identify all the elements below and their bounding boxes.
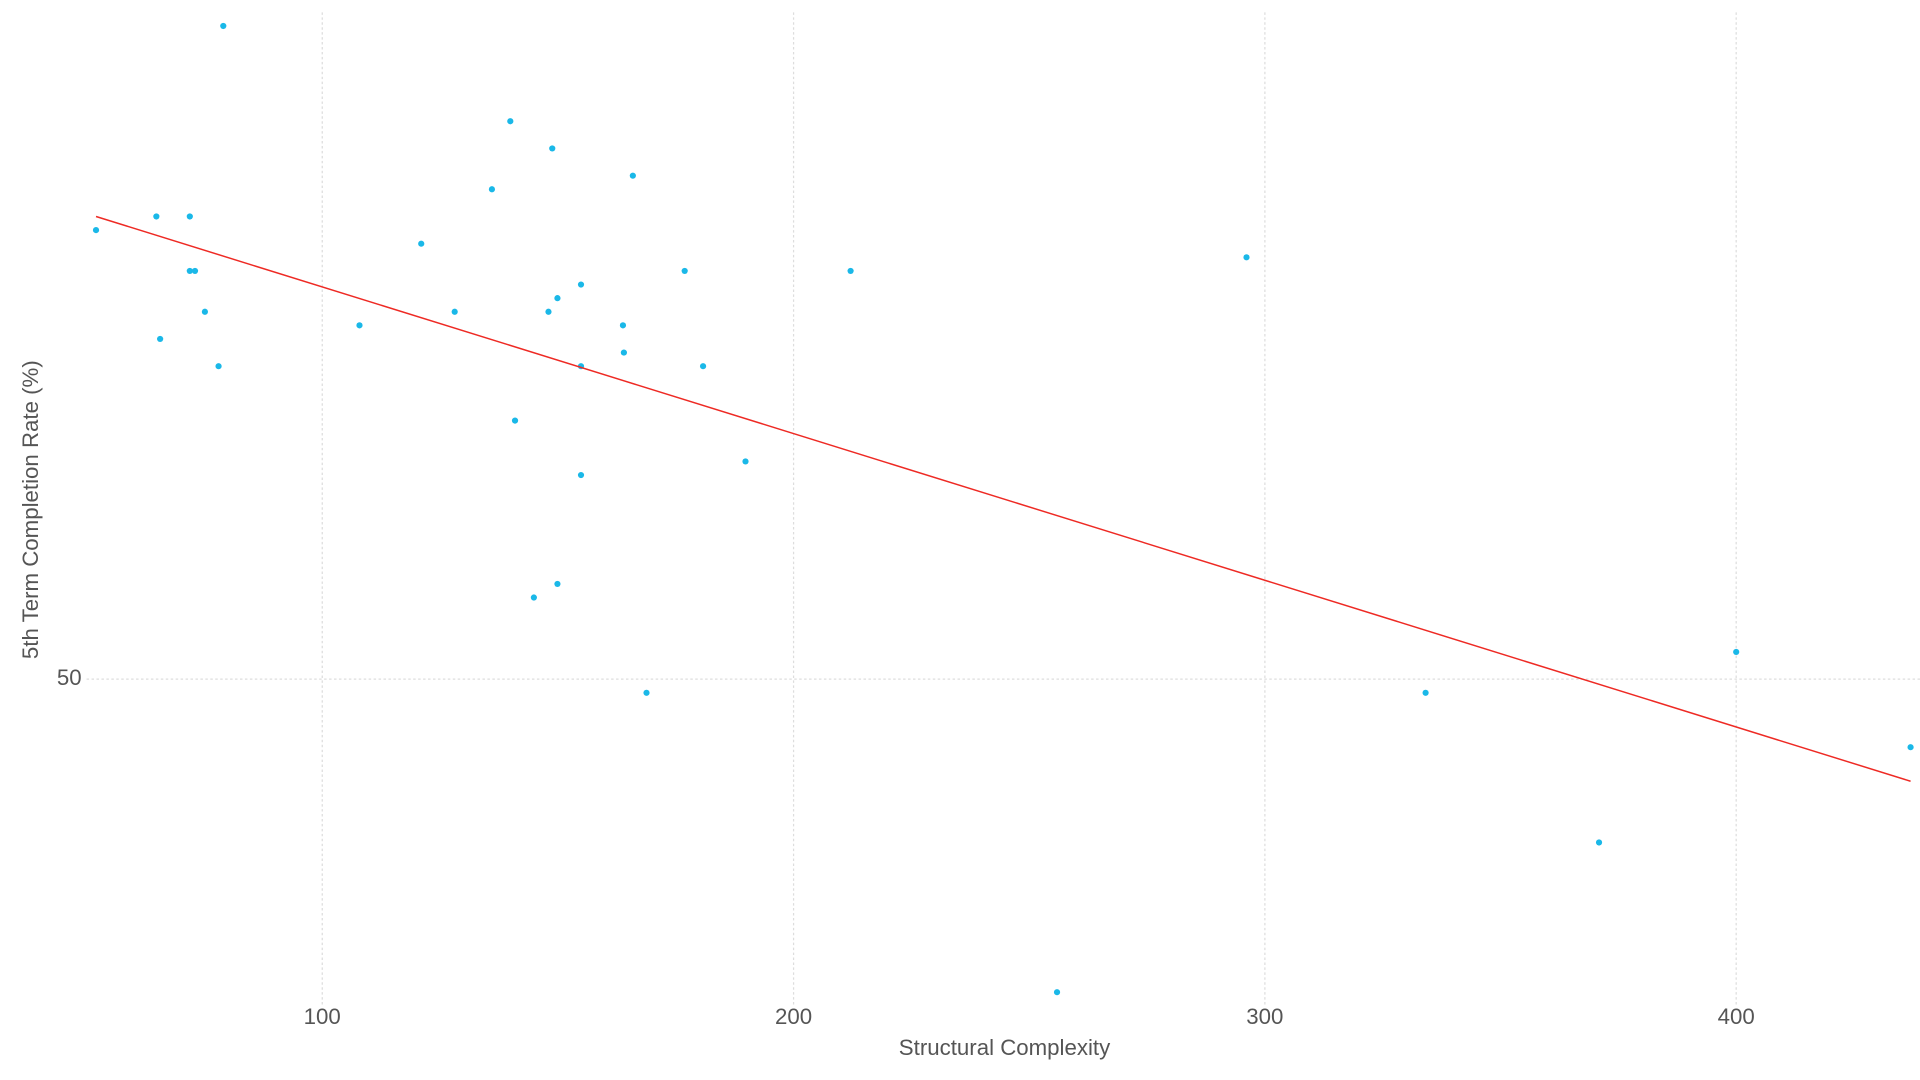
point bbox=[1053, 989, 1061, 996]
point bbox=[511, 417, 519, 424]
point bbox=[577, 471, 585, 479]
point bbox=[418, 240, 425, 247]
point bbox=[220, 22, 227, 30]
point bbox=[1422, 689, 1429, 696]
point bbox=[215, 363, 222, 370]
point bbox=[1733, 648, 1740, 656]
y-axis-label: 5th Term Completion Rate (%) bbox=[18, 360, 43, 659]
point bbox=[681, 267, 688, 275]
x-tick-label: 400 bbox=[1718, 1004, 1755, 1029]
point bbox=[620, 349, 627, 356]
point bbox=[488, 186, 496, 193]
x-tick-label: 100 bbox=[304, 1004, 341, 1029]
point bbox=[186, 267, 193, 275]
point bbox=[186, 213, 193, 220]
point bbox=[545, 308, 552, 315]
point bbox=[530, 594, 537, 601]
trend-line bbox=[95, 215, 1911, 782]
x-axis-label: Structural Complexity bbox=[899, 1035, 1111, 1060]
y-tick-label: 50 bbox=[57, 665, 82, 690]
point bbox=[507, 118, 514, 125]
point bbox=[191, 267, 199, 275]
point bbox=[549, 145, 556, 152]
x-tick-label: 200 bbox=[775, 1004, 812, 1029]
point bbox=[451, 308, 458, 315]
point bbox=[1243, 254, 1250, 261]
point bbox=[554, 580, 561, 588]
point bbox=[619, 322, 627, 329]
point bbox=[847, 267, 854, 275]
point bbox=[643, 689, 650, 696]
point bbox=[1595, 839, 1603, 846]
point bbox=[92, 227, 100, 234]
point bbox=[554, 295, 561, 302]
point bbox=[742, 458, 749, 465]
point bbox=[1907, 744, 1914, 751]
point bbox=[356, 322, 363, 329]
x-tick-label: 300 bbox=[1246, 1004, 1283, 1029]
point bbox=[699, 363, 707, 370]
point bbox=[201, 308, 208, 315]
point bbox=[577, 281, 585, 288]
point bbox=[157, 335, 164, 343]
point bbox=[153, 213, 160, 220]
point bbox=[629, 172, 636, 179]
